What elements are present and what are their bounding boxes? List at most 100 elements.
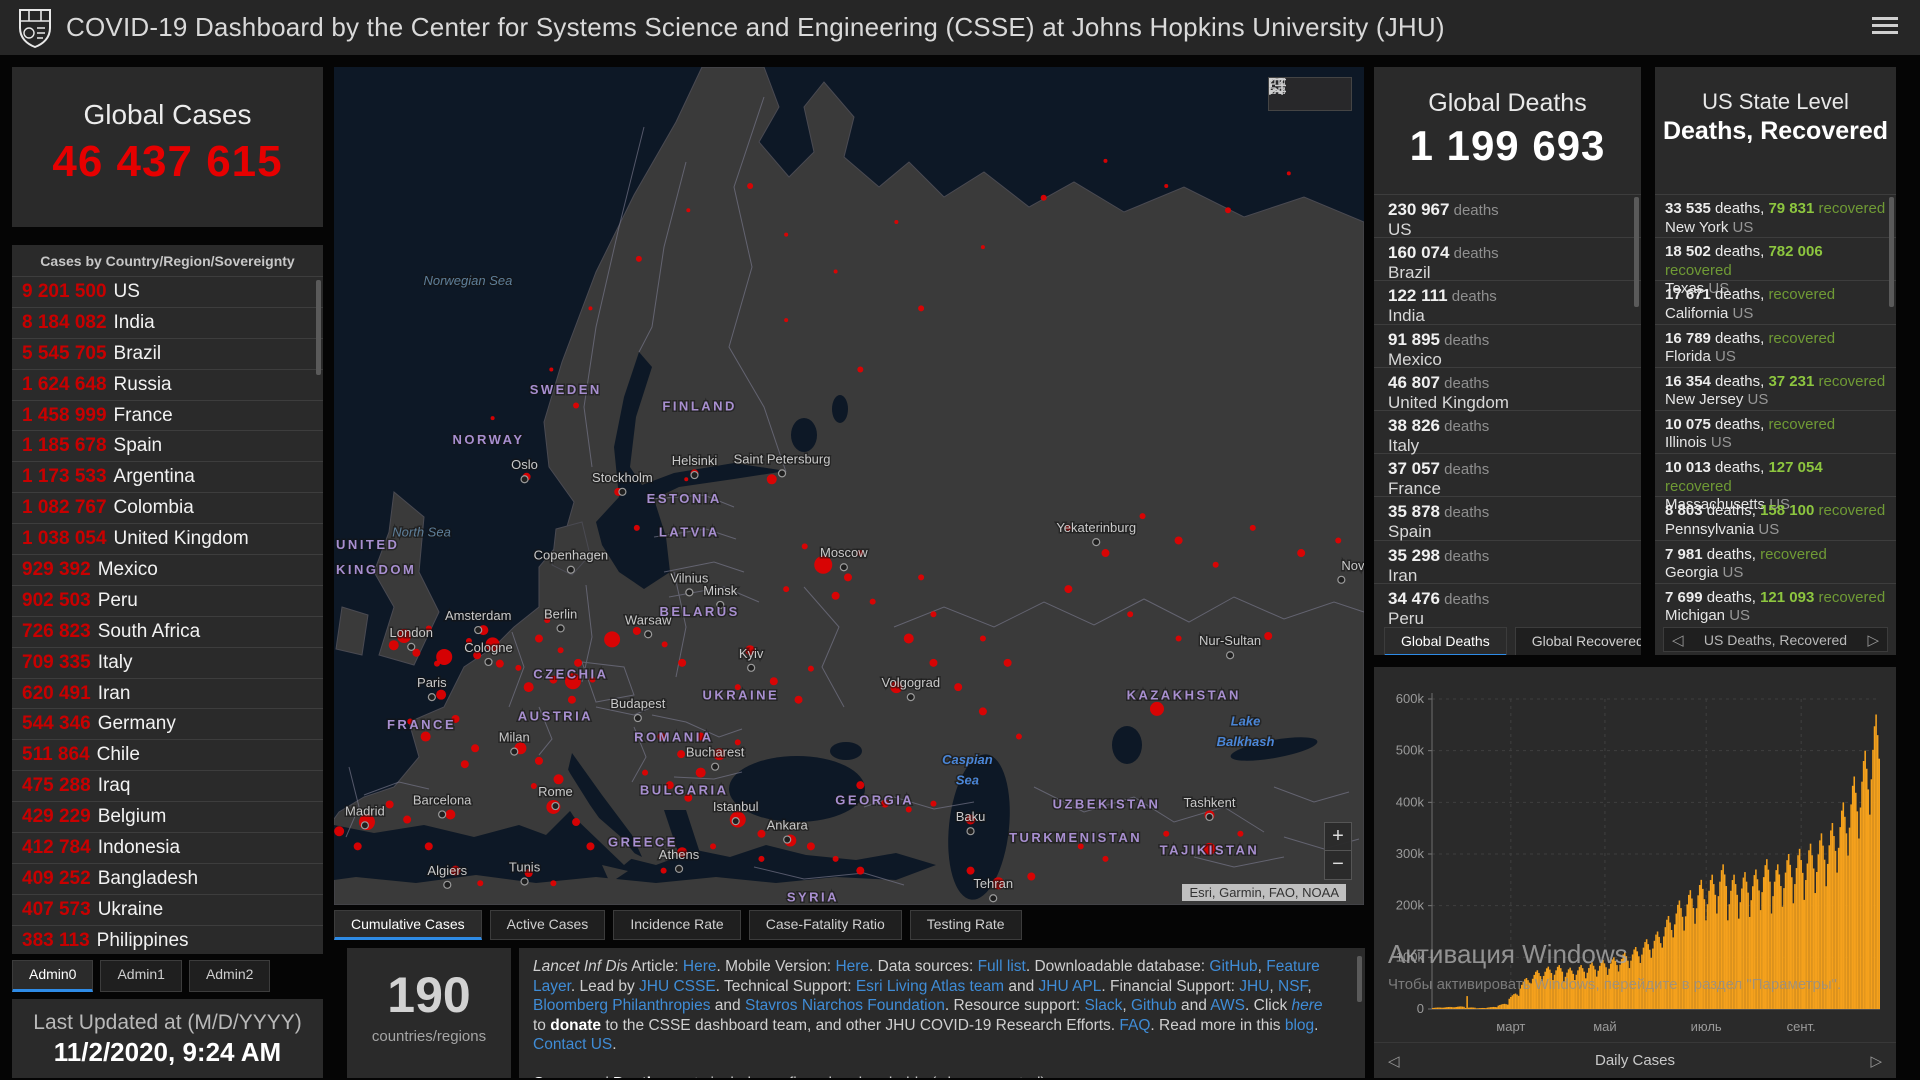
info-link[interactable]: Full list <box>977 958 1026 975</box>
case-cluster-dot[interactable] <box>477 880 484 887</box>
zoom-in-button[interactable]: + <box>1325 823 1351 851</box>
case-cluster-dot[interactable] <box>471 744 480 753</box>
cases-row[interactable]: 620 491 Iran <box>12 677 323 709</box>
deaths-row[interactable]: 46 807 deaths United Kingdom <box>1374 366 1641 412</box>
cases-row[interactable]: 1 624 648 Russia <box>12 368 323 400</box>
case-cluster-dot[interactable] <box>794 695 803 704</box>
case-cluster-dot[interactable] <box>436 648 453 665</box>
case-cluster-dot[interactable] <box>1286 171 1291 176</box>
case-cluster-dot[interactable] <box>696 732 705 741</box>
case-cluster-dot[interactable] <box>407 718 414 725</box>
info-link[interactable]: Stavros Niarchos Foundation <box>744 997 945 1014</box>
cases-row[interactable]: 902 503 Peru <box>12 584 323 616</box>
case-cluster-dot[interactable] <box>574 658 583 667</box>
case-cluster-dot[interactable] <box>1065 524 1072 531</box>
case-cluster-dot[interactable] <box>1139 513 1146 520</box>
case-cluster-dot[interactable] <box>966 866 975 875</box>
case-cluster-dot[interactable] <box>695 767 706 778</box>
deaths-row[interactable]: 230 967 deaths US <box>1374 194 1641 239</box>
case-cluster-dot[interactable] <box>1225 207 1232 214</box>
case-cluster-dot[interactable] <box>833 269 838 274</box>
map-tab-cumulative-cases[interactable]: Cumulative Cases <box>334 910 482 940</box>
us-state-row[interactable]: 16 789 deaths, recovered Florida US <box>1655 323 1896 367</box>
case-cluster-dot[interactable] <box>436 689 447 700</box>
map-tab-active-cases[interactable]: Active Cases <box>489 910 606 940</box>
case-cluster-dot[interactable] <box>424 842 433 851</box>
case-cluster-dot[interactable] <box>412 648 421 657</box>
case-cluster-dot[interactable] <box>549 367 554 372</box>
cases-row[interactable]: 1 082 767 Colombia <box>12 492 323 523</box>
info-link[interactable]: Esri Living Atlas team <box>855 977 1005 995</box>
cases-row[interactable]: 544 346 Germany <box>12 708 323 739</box>
case-cluster-dot[interactable] <box>758 855 765 862</box>
case-cluster-dot[interactable] <box>784 232 789 237</box>
case-cluster-dot[interactable] <box>677 847 688 858</box>
case-cluster-dot[interactable] <box>632 626 641 635</box>
case-cluster-dot[interactable] <box>757 829 766 838</box>
deaths-row[interactable]: 38 826 deaths Italy <box>1374 409 1641 455</box>
deaths-row[interactable]: 160 074 deaths Brazil <box>1374 237 1641 282</box>
case-cluster-dot[interactable] <box>1064 585 1073 594</box>
case-cluster-dot[interactable] <box>657 732 666 741</box>
info-link[interactable]: AWS <box>1210 997 1246 1014</box>
case-cluster-dot[interactable] <box>1127 611 1134 618</box>
case-cluster-dot[interactable] <box>530 783 537 790</box>
us-state-row[interactable]: 16 354 deaths, 37 231 recovered New Jerse… <box>1655 366 1896 410</box>
menu-hamburger-icon[interactable] <box>1872 17 1898 37</box>
us-state-list[interactable]: 33 535 deaths, 79 831 recovered New York … <box>1655 194 1896 624</box>
case-cluster-dot[interactable] <box>869 598 876 605</box>
us-state-row[interactable]: 33 535 deaths, 79 831 recovered New York … <box>1655 194 1896 237</box>
case-cluster-dot[interactable] <box>890 681 903 694</box>
case-cluster-dot[interactable] <box>534 634 543 643</box>
case-cluster-dot[interactable] <box>814 555 833 574</box>
cases-row[interactable]: 1 185 678 Spain <box>12 430 323 461</box>
info-link[interactable]: Here <box>682 958 717 975</box>
case-cluster-dot[interactable] <box>586 842 595 851</box>
case-cluster-dot[interactable] <box>445 809 456 820</box>
cases-row[interactable]: 726 823 South Africa <box>12 615 323 647</box>
case-cluster-dot[interactable] <box>588 306 593 311</box>
cases-row[interactable]: 709 335 Italy <box>12 646 323 678</box>
info-link[interactable]: GitHub <box>1209 958 1258 975</box>
case-cluster-dot[interactable] <box>553 774 564 785</box>
case-cluster-dot[interactable] <box>534 756 543 765</box>
cases-row[interactable]: 412 784 Indonesia <box>12 832 323 863</box>
case-cluster-dot[interactable] <box>677 750 686 759</box>
chart-next-icon[interactable]: ▷ <box>1870 1052 1882 1070</box>
case-cluster-dot[interactable] <box>807 665 814 672</box>
case-cluster-dot[interactable] <box>918 305 925 312</box>
case-cluster-dot[interactable] <box>1249 524 1256 531</box>
case-cluster-dot[interactable] <box>1027 872 1036 881</box>
case-cluster-dot[interactable] <box>524 869 533 878</box>
case-cluster-dot[interactable] <box>633 524 640 531</box>
info-link[interactable]: JHU CSSE <box>639 977 716 995</box>
case-cluster-dot[interactable] <box>832 855 839 862</box>
case-cluster-dot[interactable] <box>1103 158 1108 163</box>
case-cluster-dot[interactable] <box>450 865 461 876</box>
case-cluster-dot[interactable] <box>745 645 756 656</box>
case-cluster-dot[interactable] <box>894 220 899 225</box>
case-cluster-dot[interactable] <box>801 543 808 550</box>
case-cluster-dot[interactable] <box>388 640 399 651</box>
info-link[interactable]: Contact US <box>533 1036 613 1053</box>
map-tab-case-fatality-ratio[interactable]: Case-Fatality Ratio <box>748 910 902 940</box>
case-cluster-dot[interactable] <box>978 707 987 716</box>
case-cluster-dot[interactable] <box>485 637 500 652</box>
deaths-row[interactable]: 35 298 deaths Iran <box>1374 539 1641 585</box>
cases-row[interactable]: 1 458 999 France <box>12 399 323 431</box>
admin-tab-admin2[interactable]: Admin2 <box>188 960 271 992</box>
cases-row[interactable]: 383 113 Philippines <box>12 924 323 954</box>
case-cluster-dot[interactable] <box>573 402 580 409</box>
cases-row[interactable]: 429 229 Belgium <box>12 801 323 832</box>
case-cluster-dot[interactable] <box>465 638 472 645</box>
case-cluster-dot[interactable] <box>881 799 890 808</box>
cases-list[interactable]: 9 201 500 US 8 184 082 India 5 545 705 Brazil… <box>12 276 323 954</box>
info-link[interactable]: blog <box>1284 1016 1315 1034</box>
admin-tab-admin0[interactable]: Admin0 <box>12 960 94 992</box>
chart-prev-icon[interactable]: ◁ <box>1388 1052 1400 1070</box>
cases-row[interactable]: 1 038 054 United Kingdom <box>12 523 323 554</box>
case-cluster-dot[interactable] <box>490 416 495 421</box>
case-cluster-dot[interactable] <box>856 781 865 790</box>
case-cluster-dot[interactable] <box>420 731 431 742</box>
case-cluster-dot[interactable] <box>451 714 460 723</box>
